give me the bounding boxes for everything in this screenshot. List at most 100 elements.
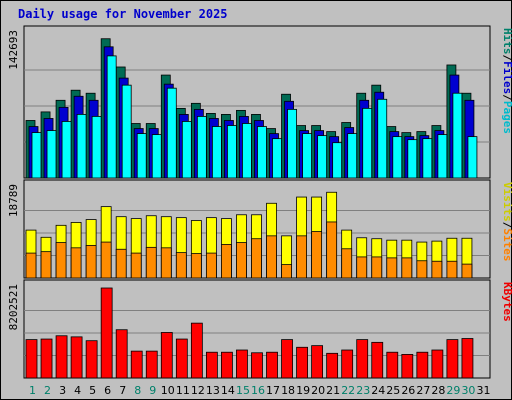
hits-files-pages-max-label: 142693: [7, 30, 20, 70]
bar-kbytes-day-17: [266, 351, 278, 379]
day-label-15: 15: [236, 384, 250, 397]
day-label-13: 13: [206, 384, 220, 397]
chart-title: Daily usage for November 2025: [18, 7, 228, 21]
bar-sites-day-27: [416, 260, 428, 279]
legend-entry: Files: [501, 61, 512, 94]
bar-kbytes-day-2: [40, 338, 53, 379]
bar-kbytes-day-10: [160, 332, 173, 379]
day-label-6: 6: [104, 384, 111, 397]
day-label-24: 24: [371, 384, 385, 397]
bar-pages-day-23: [362, 107, 373, 179]
day-label-1: 1: [29, 384, 36, 397]
bar-sites-day-7: [115, 248, 127, 279]
legend-entry: /: [501, 55, 512, 62]
day-label-11: 11: [176, 384, 190, 397]
day-label-25: 25: [386, 384, 400, 397]
day-label-31: 31: [476, 384, 490, 397]
bar-kbytes-day-18: [281, 339, 293, 379]
day-label-3: 3: [59, 384, 66, 397]
bar-sites-day-1: [25, 252, 37, 279]
bar-pages-day-25: [392, 136, 403, 179]
bar-kbytes-day-26: [401, 354, 414, 379]
legend-entry: Pages: [501, 101, 512, 134]
bar-kbytes-day-20: [311, 345, 324, 379]
bar-pages-day-7: [121, 84, 132, 179]
bar-pages-day-3: [61, 121, 72, 179]
bar-sites-day-23: [356, 256, 368, 279]
legend-entry: Hits: [501, 28, 512, 55]
bar-sites-day-22: [341, 248, 353, 279]
legend-entry: KBytes: [501, 282, 512, 322]
visits-sites-max-label: 18789: [7, 184, 20, 217]
day-label-17: 17: [266, 384, 280, 397]
bar-kbytes-day-21: [326, 352, 339, 379]
day-label-18: 18: [281, 384, 295, 397]
legend-entry: /: [501, 222, 512, 229]
bar-sites-day-11: [175, 252, 187, 279]
kbytes-legend: KBytes: [501, 282, 512, 322]
day-label-21: 21: [326, 384, 340, 397]
bar-sites-day-4: [70, 247, 82, 279]
day-label-20: 20: [311, 384, 325, 397]
day-label-22: 22: [341, 384, 355, 397]
bar-kbytes-day-3: [55, 335, 68, 379]
day-label-8: 8: [134, 384, 141, 397]
bar-sites-day-17: [266, 235, 277, 279]
bar-kbytes-day-15: [236, 349, 248, 379]
bar-pages-day-22: [347, 133, 358, 179]
bar-pages-day-21: [332, 142, 343, 179]
day-label-10: 10: [161, 384, 175, 397]
bar-pages-day-15: [242, 123, 252, 179]
bar-sites-day-29: [446, 260, 458, 279]
bar-sites-day-9: [145, 246, 157, 279]
bar-pages-day-29: [452, 92, 463, 179]
bar-sites-day-8: [130, 252, 142, 279]
bar-kbytes-day-13: [205, 351, 218, 379]
day-label-2: 2: [44, 384, 51, 397]
bar-pages-day-11: [181, 121, 192, 179]
legend-entry: /: [501, 94, 512, 101]
bar-sites-day-30: [461, 263, 473, 279]
bar-pages-day-12: [196, 116, 207, 179]
day-label-29: 29: [446, 384, 460, 397]
bar-kbytes-day-28: [431, 349, 444, 379]
day-label-5: 5: [89, 384, 96, 397]
bar-kbytes-day-12: [190, 322, 203, 379]
bar-kbytes-day-7: [115, 329, 128, 379]
bar-sites-day-14: [221, 244, 232, 279]
bar-kbytes-day-11: [175, 338, 188, 379]
bar-pages-day-18: [287, 108, 297, 179]
day-label-9: 9: [149, 384, 156, 397]
day-label-7: 7: [119, 384, 126, 397]
bar-kbytes-day-27: [416, 351, 429, 379]
bar-pages-day-9: [151, 134, 162, 179]
bar-kbytes-day-5: [85, 340, 98, 379]
day-label-26: 26: [401, 384, 415, 397]
bar-pages-day-2: [46, 130, 57, 179]
bar-sites-day-2: [40, 251, 52, 279]
bar-sites-day-5: [85, 245, 97, 279]
bar-kbytes-day-25: [386, 351, 399, 379]
bar-sites-day-15: [236, 242, 247, 279]
bar-kbytes-day-24: [371, 341, 384, 379]
bar-sites-day-12: [190, 253, 202, 279]
bar-sites-day-3: [55, 242, 67, 279]
bar-sites-day-18: [281, 264, 292, 279]
bar-kbytes-day-23: [356, 339, 369, 379]
bar-pages-day-4: [76, 114, 87, 179]
bar-kbytes-day-6: [100, 287, 113, 379]
day-label-4: 4: [74, 384, 81, 397]
bar-pages-day-5: [91, 116, 102, 179]
bar-sites-day-21: [326, 221, 338, 279]
bar-kbytes-day-22: [341, 349, 354, 379]
hits-files-pages-legend: Hits/Files/Pages: [501, 28, 512, 134]
bar-pages-day-28: [437, 134, 448, 179]
day-label-27: 27: [416, 384, 430, 397]
bar-sites-day-26: [401, 257, 413, 279]
bar-sites-day-20: [311, 231, 323, 279]
bar-sites-day-25: [386, 257, 398, 279]
legend-entry: Visits: [501, 182, 512, 222]
bar-pages-day-26: [407, 139, 418, 179]
day-label-28: 28: [431, 384, 445, 397]
bar-kbytes-day-29: [446, 339, 459, 379]
